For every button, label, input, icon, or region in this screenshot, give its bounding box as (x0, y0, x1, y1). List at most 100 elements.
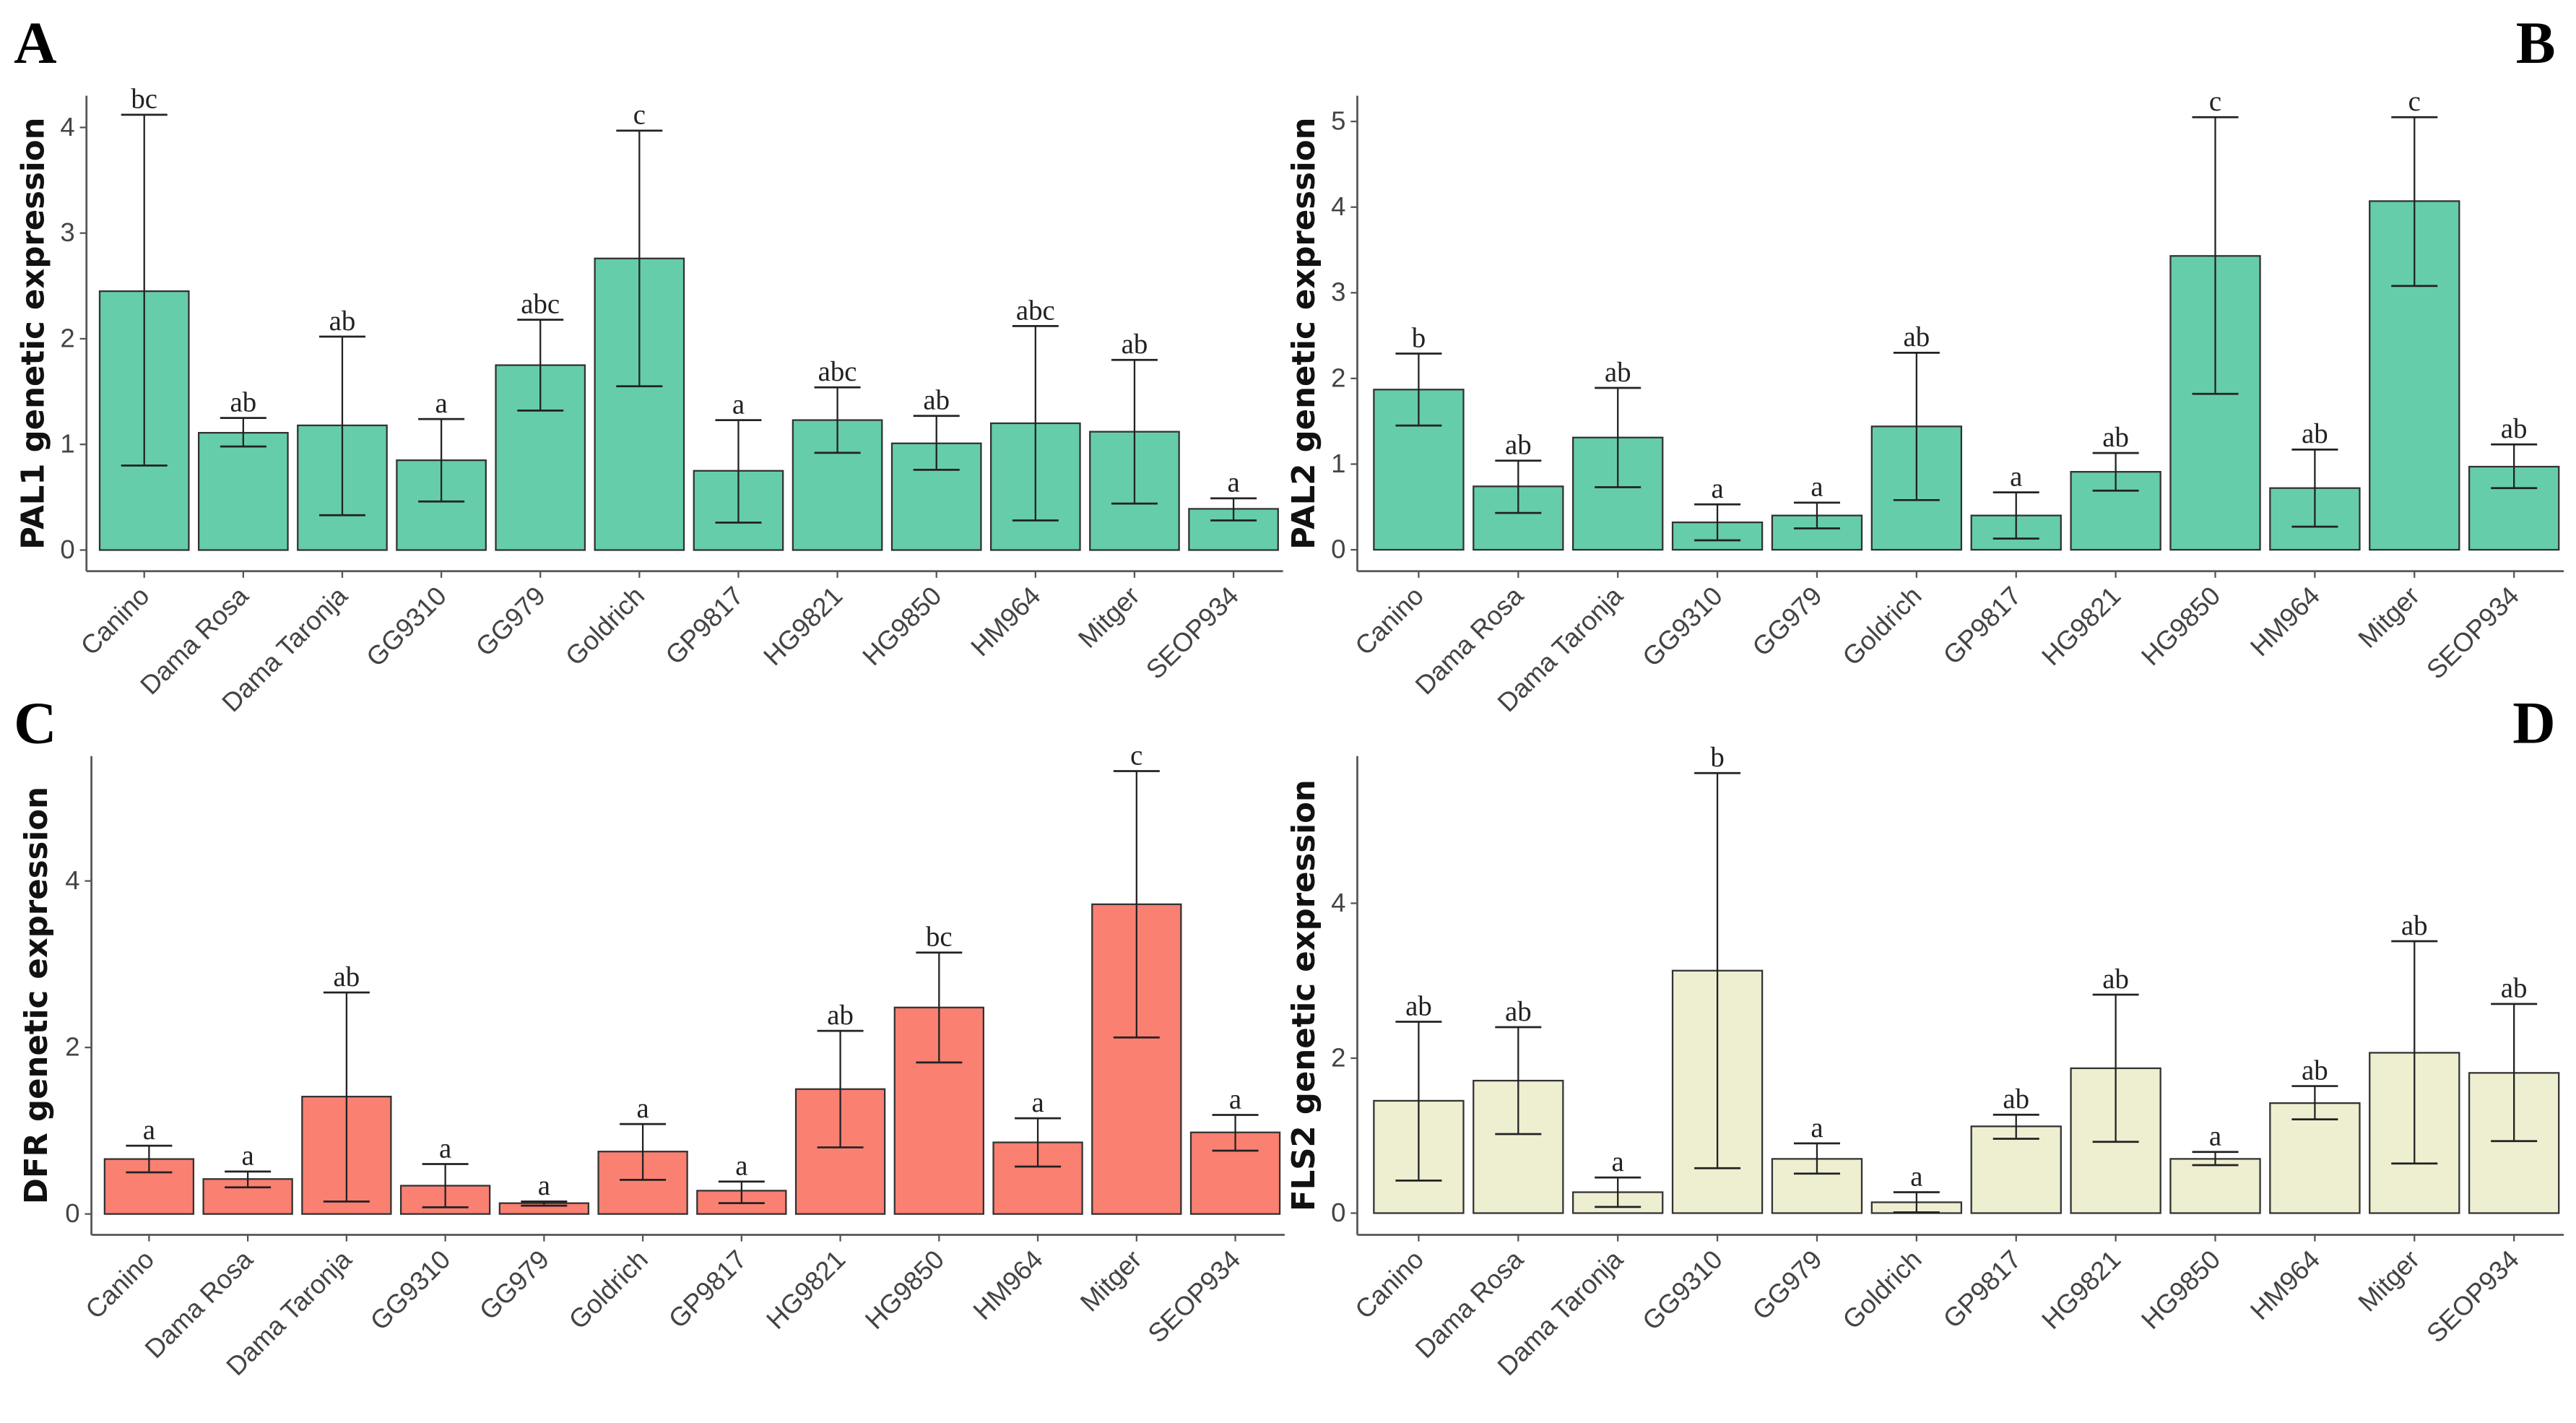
significance-letter: ab (1122, 329, 1148, 360)
bar (2169, 1158, 2261, 1214)
significance-letter: ab (827, 1000, 854, 1031)
x-tick-label: Canino (79, 1245, 160, 1325)
significance-letter: a (636, 1093, 649, 1124)
x-tick-label: Canino (1349, 1245, 1429, 1325)
x-tick-label: GP9817 (1938, 581, 2027, 670)
x-tick-label: GG979 (1746, 581, 1827, 662)
x-tick-label: GP9817 (663, 1245, 753, 1334)
significance-letter: a (735, 1151, 747, 1182)
y-tick-label: 2 (60, 323, 74, 352)
x-tick-label: HM964 (2245, 1245, 2325, 1325)
x-tick-label: Goldrich (563, 1245, 654, 1335)
significance-letter: a (2010, 461, 2022, 492)
significance-letter: bc (131, 84, 157, 115)
significance-letter: ab (2003, 1084, 2029, 1115)
significance-letter: a (242, 1141, 254, 1172)
x-tick-label: GG9310 (1636, 581, 1728, 672)
y-tick-label: 4 (65, 865, 79, 895)
significance-letter: ab (2501, 413, 2528, 444)
panel-letter: C (14, 690, 56, 756)
significance-letter: ab (1405, 990, 1432, 1021)
x-tick-label: SEOP934 (1140, 581, 1244, 685)
significance-letter: a (1229, 1084, 1241, 1115)
significance-letter: a (439, 1133, 451, 1164)
y-tick-label: 0 (1331, 1198, 1345, 1227)
y-tick-label: 4 (60, 112, 74, 142)
significance-letter: ab (2102, 422, 2129, 453)
y-tick-label: 3 (60, 217, 74, 247)
x-tick-label: HG9821 (2036, 581, 2126, 671)
x-tick-label: HM964 (2245, 581, 2325, 662)
significance-letter: ab (2102, 964, 2129, 995)
y-tick-label: 2 (1331, 1042, 1345, 1072)
significance-letter: a (143, 1115, 155, 1146)
significance-letter: ab (230, 387, 257, 418)
x-tick-label: GG979 (470, 581, 551, 662)
significance-letter: ab (923, 385, 950, 416)
bar (198, 431, 289, 551)
significance-letter: c (2408, 86, 2421, 117)
significance-letter: a (732, 389, 745, 420)
significance-letter: ab (2302, 418, 2328, 449)
significance-letter: a (1910, 1161, 1922, 1192)
significance-letter: ab (329, 306, 356, 337)
y-tick-label: 2 (65, 1032, 79, 1062)
significance-letter: bc (926, 922, 953, 953)
bar (1473, 485, 1564, 551)
panel-letter: B (2516, 10, 2556, 76)
significance-letter: a (1227, 467, 1239, 498)
significance-letter: ab (2401, 910, 2428, 941)
x-tick-label: GG9310 (1636, 1245, 1728, 1336)
x-tick-label: GP9817 (659, 581, 749, 670)
significance-letter: ab (1904, 321, 1930, 352)
significance-letter: b (1412, 322, 1426, 353)
x-tick-label: HG9821 (2036, 1245, 2126, 1335)
x-tick-label: Goldrich (1836, 1245, 1927, 1335)
x-tick-label: HG9850 (2135, 581, 2226, 671)
x-tick-label: SEOP934 (2421, 581, 2525, 685)
x-tick-label: GG9310 (365, 1245, 456, 1336)
significance-letter: ab (1505, 996, 1532, 1027)
significance-letter: a (1810, 1112, 1823, 1143)
bar (2269, 1102, 2361, 1214)
y-tick-label: 4 (1331, 191, 1345, 221)
panel-letter: D (2512, 690, 2555, 756)
significance-letter: a (538, 1170, 550, 1201)
y-tick-label: 2 (1331, 363, 1345, 392)
significance-letter: ab (1505, 430, 1532, 461)
significance-letter: c (1130, 740, 1142, 771)
significance-letter: ab (334, 961, 360, 992)
x-tick-label: Goldrich (1836, 581, 1927, 671)
x-tick-label: HG9850 (859, 1245, 950, 1335)
y-tick-label: 4 (1331, 888, 1345, 917)
y-axis-label: DFR genetic expression (19, 787, 55, 1204)
x-tick-label: HG9850 (857, 581, 947, 671)
significance-letter: c (2209, 86, 2221, 117)
x-tick-label: Goldrich (560, 581, 650, 671)
x-tick-label: GP9817 (1938, 1245, 2027, 1334)
y-tick-label: 1 (60, 429, 74, 459)
y-tick-label: 0 (65, 1198, 79, 1228)
y-tick-label: 5 (1331, 106, 1345, 136)
y-axis-label: PAL1 genetic expression (15, 117, 51, 549)
x-tick-label: HM964 (968, 1245, 1049, 1325)
significance-letter: abc (818, 356, 857, 387)
significance-letter: a (2209, 1121, 2221, 1152)
significance-letter: a (1612, 1146, 1624, 1177)
significance-letter: ab (1605, 357, 1631, 388)
x-tick-label: Canino (1349, 581, 1429, 661)
significance-letter: abc (521, 288, 560, 319)
significance-letter: a (1711, 473, 1723, 504)
x-tick-label: Canino (75, 581, 155, 661)
x-tick-label: HM964 (965, 581, 1046, 662)
x-tick-label: GG9310 (360, 581, 452, 672)
y-tick-label: 0 (1331, 535, 1345, 564)
x-tick-label: HG9850 (2135, 1245, 2226, 1335)
significance-letter: a (1031, 1087, 1044, 1118)
significance-letter: ab (2302, 1055, 2328, 1086)
